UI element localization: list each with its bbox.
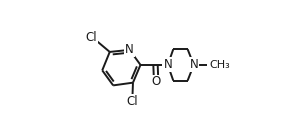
Text: Cl: Cl (126, 95, 138, 108)
Text: Cl: Cl (86, 31, 97, 44)
Text: N: N (125, 43, 134, 56)
Text: O: O (152, 75, 161, 88)
Text: CH₃: CH₃ (209, 60, 230, 70)
Text: N: N (189, 58, 198, 71)
Text: N: N (163, 58, 172, 71)
